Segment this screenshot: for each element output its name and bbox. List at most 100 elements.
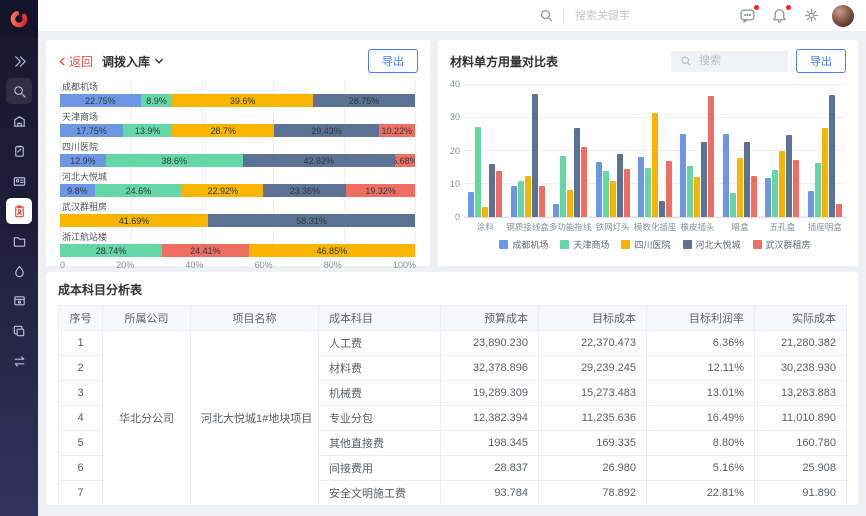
- table-row[interactable]: 5 其他直接费 198.345 169.335 8.80% 160.780: [58, 430, 847, 456]
- sidebar-item-expand[interactable]: [6, 48, 32, 74]
- bar-四川医院[interactable]: [736, 158, 743, 217]
- bar-河北大悦城[interactable]: [574, 128, 581, 217]
- bar-segment-材料费[interactable]: 38.6%: [105, 154, 243, 167]
- bar-河北大悦城[interactable]: [658, 201, 665, 217]
- app-logo[interactable]: [0, 0, 38, 38]
- bar-四川医院[interactable]: [779, 151, 786, 217]
- table-row[interactable]: 2 材料费 32,378.896 29,239.245 12.11% 30,238.930: [58, 355, 847, 381]
- legend-item-成都机场[interactable]: 成都机场: [499, 238, 548, 251]
- sidebar-item-copy[interactable]: [6, 318, 32, 344]
- message-button[interactable]: [739, 5, 759, 24]
- table-row[interactable]: 1 华北分公司 河北大悦城1#地块项目 人工费 23,890.230 22,370.473…: [58, 330, 847, 506]
- bar-武汉群租房[interactable]: [665, 161, 672, 217]
- bar-武汉群租房[interactable]: [496, 171, 503, 217]
- bar-segment-机械费[interactable]: 39.6%: [172, 94, 313, 107]
- bar-成都机场[interactable]: [510, 186, 517, 217]
- bar-segment-人工费[interactable]: 17.75%: [60, 124, 123, 137]
- bar-segment-分包成本[interactable]: 5.68%: [394, 154, 415, 167]
- bar-segment-人工费[interactable]: 9.8%: [60, 184, 95, 197]
- bar-成都机场[interactable]: [468, 192, 475, 217]
- bar-成都机场[interactable]: [807, 191, 814, 217]
- bar-成都机场[interactable]: [637, 157, 644, 217]
- bar-天津商场[interactable]: [602, 171, 609, 217]
- table-row[interactable]: 3 机械费 19,289.309 15,273.483 13.01% 13,283.883: [58, 380, 847, 406]
- export-button-left[interactable]: 导出: [368, 49, 418, 73]
- bell-button[interactable]: [771, 5, 791, 24]
- bar-segment-材料费[interactable]: 8.9%: [140, 94, 173, 107]
- sidebar-item-id-card[interactable]: [6, 168, 32, 194]
- bar-武汉群租房[interactable]: [793, 160, 800, 217]
- bar-河北大悦城[interactable]: [616, 154, 623, 217]
- sidebar-item-droplet[interactable]: [6, 258, 32, 284]
- bar-segment-分包成本[interactable]: 24.41%: [162, 244, 249, 257]
- user-avatar[interactable]: [832, 4, 854, 27]
- bar-segment-材料费[interactable]: 24.6%: [94, 184, 183, 197]
- sidebar-item-building[interactable]: [6, 108, 32, 134]
- sidebar-item-folder[interactable]: [6, 228, 32, 254]
- bar-武汉群租房[interactable]: [538, 186, 545, 217]
- chart-search-input[interactable]: [697, 54, 779, 68]
- bar-segment-人工费[interactable]: 12.9%: [60, 154, 106, 167]
- sidebar-item-inventory[interactable]: [6, 198, 32, 224]
- bar-河北大悦城[interactable]: [786, 135, 793, 217]
- chevron-down-icon[interactable]: [154, 56, 164, 66]
- global-search-input[interactable]: [573, 8, 681, 23]
- bar-segment-机械费[interactable]: 28.7%: [172, 124, 275, 137]
- bar-segment-其他直接费[interactable]: 29.43%: [274, 124, 379, 137]
- bar-segment-其他直接费[interactable]: 58.31%: [207, 214, 415, 227]
- bar-天津商场[interactable]: [729, 193, 736, 217]
- sidebar-item-device-settings[interactable]: [6, 288, 32, 314]
- bar-四川医院[interactable]: [609, 181, 616, 217]
- bar-天津商场[interactable]: [560, 156, 567, 217]
- bar-segment-其他直接费[interactable]: 23.36%: [263, 184, 347, 197]
- bar-成都机场[interactable]: [722, 134, 729, 217]
- export-button-right[interactable]: 导出: [796, 49, 846, 73]
- bar-segment-材料费[interactable]: 28.74%: [60, 244, 163, 257]
- bar-segment-其他直接费[interactable]: 42.82%: [242, 154, 395, 167]
- bar-成都机场[interactable]: [765, 178, 772, 217]
- bar-河北大悦城[interactable]: [743, 142, 750, 217]
- legend-item-四川医院[interactable]: 四川医院: [621, 238, 671, 251]
- bar-河北大悦城[interactable]: [701, 142, 708, 217]
- bar-武汉群租房[interactable]: [708, 96, 715, 217]
- bar-成都机场[interactable]: [595, 162, 602, 217]
- sidebar-item-clipboard-edit[interactable]: [6, 138, 32, 164]
- bar-天津商场[interactable]: [517, 181, 524, 217]
- bar-武汉群租房[interactable]: [581, 147, 588, 217]
- legend-item-河北大悦城[interactable]: 河北大悦城: [682, 238, 741, 251]
- bar-segment-机械费[interactable]: 46.85%: [248, 244, 415, 257]
- table-row[interactable]: 7 安全文明施工费 93.784 78.892 22.81% 91.890: [58, 480, 847, 506]
- bar-武汉群租房[interactable]: [835, 204, 842, 217]
- bar-天津商场[interactable]: [772, 170, 779, 217]
- global-search[interactable]: [539, 8, 681, 23]
- bar-成都机场[interactable]: [680, 134, 687, 217]
- gear-button[interactable]: [803, 7, 820, 24]
- bar-segment-人工费[interactable]: 22.75%: [60, 94, 141, 107]
- chart-search[interactable]: [671, 50, 788, 72]
- bar-segment-其他直接费[interactable]: 28.75%: [312, 94, 415, 107]
- bar-四川医院[interactable]: [567, 190, 574, 217]
- bar-segment-材料费[interactable]: 13.9%: [123, 124, 173, 137]
- sidebar-item-search[interactable]: [6, 78, 32, 104]
- bar-天津商场[interactable]: [687, 166, 694, 217]
- legend-item-天津商场[interactable]: 天津商场: [560, 238, 609, 251]
- bar-武汉群租房[interactable]: [750, 176, 757, 217]
- bar-成都机场[interactable]: [553, 204, 560, 217]
- bar-河北大悦城[interactable]: [531, 94, 538, 217]
- bar-天津商场[interactable]: [644, 168, 651, 217]
- bar-segment-分包成本[interactable]: 10.22%: [378, 124, 415, 137]
- bar-四川医院[interactable]: [651, 113, 658, 217]
- bar-河北大悦城[interactable]: [489, 164, 496, 217]
- bar-四川医院[interactable]: [694, 177, 701, 217]
- bar-武汉群租房[interactable]: [623, 169, 630, 217]
- back-link[interactable]: 返回: [58, 53, 93, 70]
- bar-segment-分包成本[interactable]: 19.32%: [346, 184, 415, 197]
- sidebar-item-transfer[interactable]: [6, 348, 32, 374]
- bar-四川医院[interactable]: [524, 176, 531, 217]
- bar-天津商场[interactable]: [475, 127, 482, 217]
- bar-四川医院[interactable]: [821, 128, 828, 217]
- bar-河北大悦城[interactable]: [828, 95, 835, 217]
- bar-segment-机械费[interactable]: 41.69%: [60, 214, 208, 227]
- bar-天津商场[interactable]: [814, 163, 821, 217]
- bar-四川医院[interactable]: [482, 207, 489, 217]
